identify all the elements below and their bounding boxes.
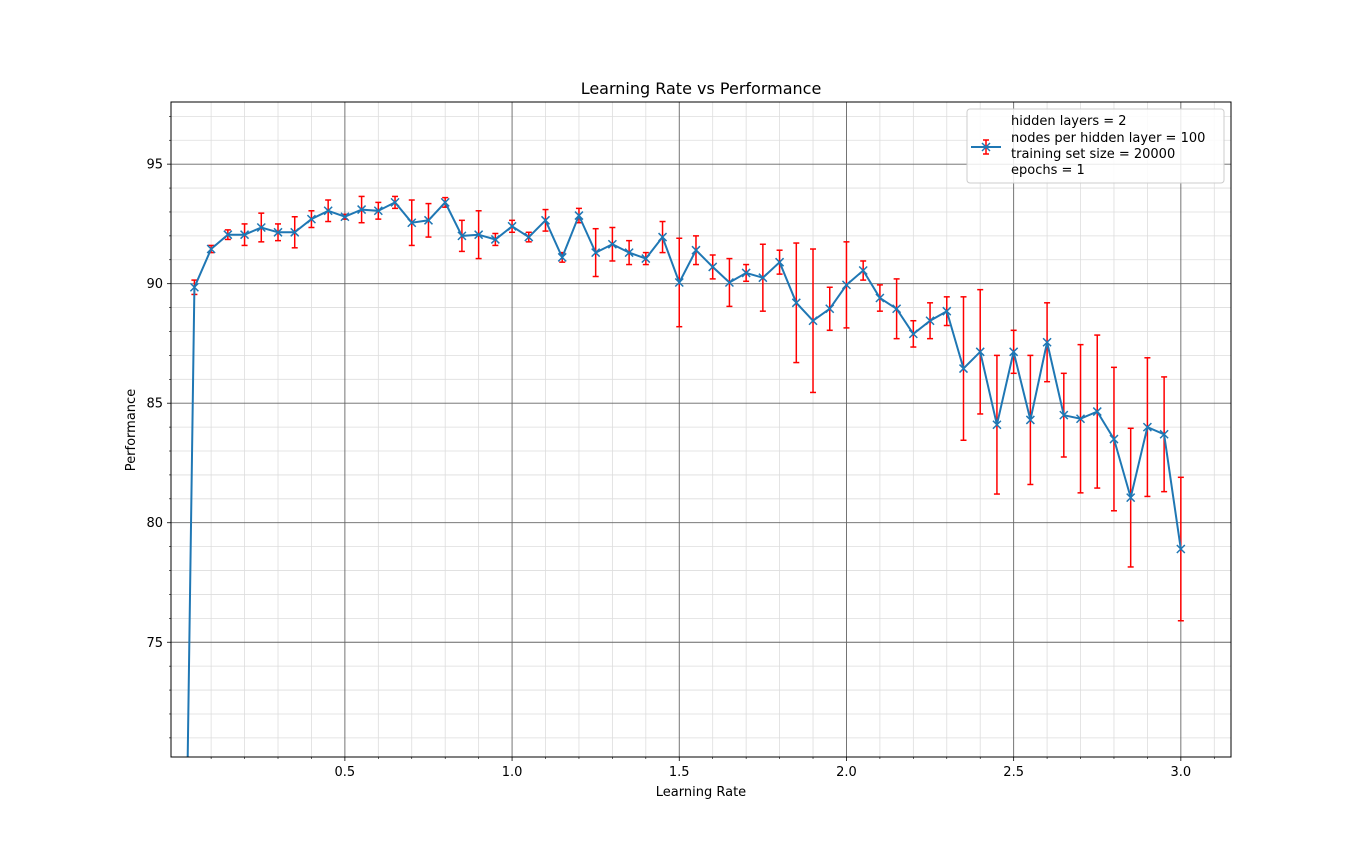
data-point-marker	[858, 266, 868, 276]
y-axis-label: Performance	[124, 389, 139, 471]
data-point-marker	[1042, 337, 1052, 347]
data-point-marker	[1126, 493, 1136, 503]
data-point-marker	[975, 347, 985, 357]
axes-frame	[170, 101, 1232, 758]
data-point-marker	[741, 268, 751, 278]
data-point-marker	[875, 293, 885, 303]
data-point-marker	[206, 244, 216, 254]
x-axis-label: Learning Rate	[656, 785, 746, 800]
data-point-marker	[1159, 429, 1169, 439]
axis-ticks: 0.5 1.0 1.5 2.0 2.5 3.0 75 80 85 90 95	[146, 116, 1215, 780]
legend-line-1: hidden layers = 2	[1011, 114, 1127, 129]
data-point-marker	[490, 234, 500, 244]
x-tick-label: 1.0	[502, 765, 523, 780]
x-tick-label: 2.5	[1003, 765, 1024, 780]
legend-handle	[971, 139, 1001, 155]
data-point-marker	[1142, 422, 1152, 432]
data-point-marker	[691, 245, 701, 255]
data-point-marker	[825, 304, 835, 314]
data-point-marker	[624, 248, 634, 258]
data-point-marker	[674, 277, 684, 288]
data-point-marker	[524, 232, 534, 242]
y-tick-label: 95	[146, 158, 163, 173]
data-point-marker	[942, 306, 952, 316]
legend-line-2: nodes per hidden layer = 100	[1011, 131, 1205, 146]
data-point-marker	[557, 252, 567, 262]
data-point-marker	[925, 316, 935, 326]
data-point-marker	[892, 304, 902, 314]
axes-border	[170, 101, 1232, 758]
data-point-marker	[908, 329, 918, 339]
data-point-marker	[1075, 414, 1086, 424]
data-point-marker	[775, 257, 785, 267]
data-point-marker	[758, 273, 768, 283]
chart-title: Learning Rate vs Performance	[581, 79, 822, 98]
data-point-marker	[1176, 544, 1186, 554]
data-point-marker	[1059, 410, 1069, 420]
data-point-marker	[1109, 434, 1119, 444]
data-point-marker	[791, 298, 801, 308]
data-point-marker	[189, 282, 199, 292]
data-point-marker	[658, 232, 668, 242]
y-tick-label: 90	[146, 277, 163, 292]
data-point-marker	[808, 316, 818, 326]
data-point-marker	[407, 218, 417, 228]
data-point-marker	[958, 364, 969, 374]
data-point-marker	[340, 212, 350, 222]
data-point-marker	[507, 221, 517, 231]
data-point-marker	[724, 277, 734, 288]
data-point-marker	[1025, 415, 1035, 425]
data-point-marker	[223, 230, 233, 240]
data-point-marker	[1092, 407, 1102, 417]
data-point-marker	[440, 197, 450, 207]
data-point-marker	[290, 227, 300, 237]
data-point-marker	[992, 420, 1002, 430]
data-point-marker	[457, 231, 467, 241]
data-point-marker	[423, 215, 434, 225]
data-point-marker	[390, 197, 400, 207]
y-tick-label: 80	[146, 516, 163, 531]
series-group	[186, 197, 1186, 757]
legend: hidden layers = 2 nodes per hidden layer…	[966, 108, 1225, 184]
major-grid	[171, 102, 1231, 757]
y-tick-label: 75	[146, 636, 163, 651]
data-point-marker	[373, 206, 383, 216]
data-point-marker	[306, 214, 316, 224]
data-point-marker	[591, 248, 601, 258]
x-tick-label: 1.5	[669, 765, 690, 780]
legend-box	[966, 108, 1225, 184]
data-point-marker	[323, 206, 333, 216]
data-point-marker	[574, 211, 584, 221]
data-point-marker	[708, 262, 718, 272]
y-tick-label: 85	[146, 397, 163, 412]
legend-line-4: epochs = 1	[1011, 163, 1085, 178]
data-point-marker	[273, 227, 283, 237]
data-point-marker	[607, 239, 617, 249]
data-point-marker	[841, 280, 851, 290]
data-point-marker	[240, 230, 250, 240]
x-tick-label: 3.0	[1170, 765, 1191, 780]
data-point-marker	[1009, 347, 1019, 357]
x-tick-label: 0.5	[335, 765, 356, 780]
data-point-marker	[540, 215, 551, 225]
legend-line-3: training set size = 20000	[1011, 147, 1175, 162]
x-tick-label: 2.0	[836, 765, 857, 780]
data-point-marker	[641, 254, 651, 264]
data-point-marker	[357, 205, 367, 215]
data-point-marker	[256, 222, 266, 233]
data-point-marker	[474, 230, 484, 240]
